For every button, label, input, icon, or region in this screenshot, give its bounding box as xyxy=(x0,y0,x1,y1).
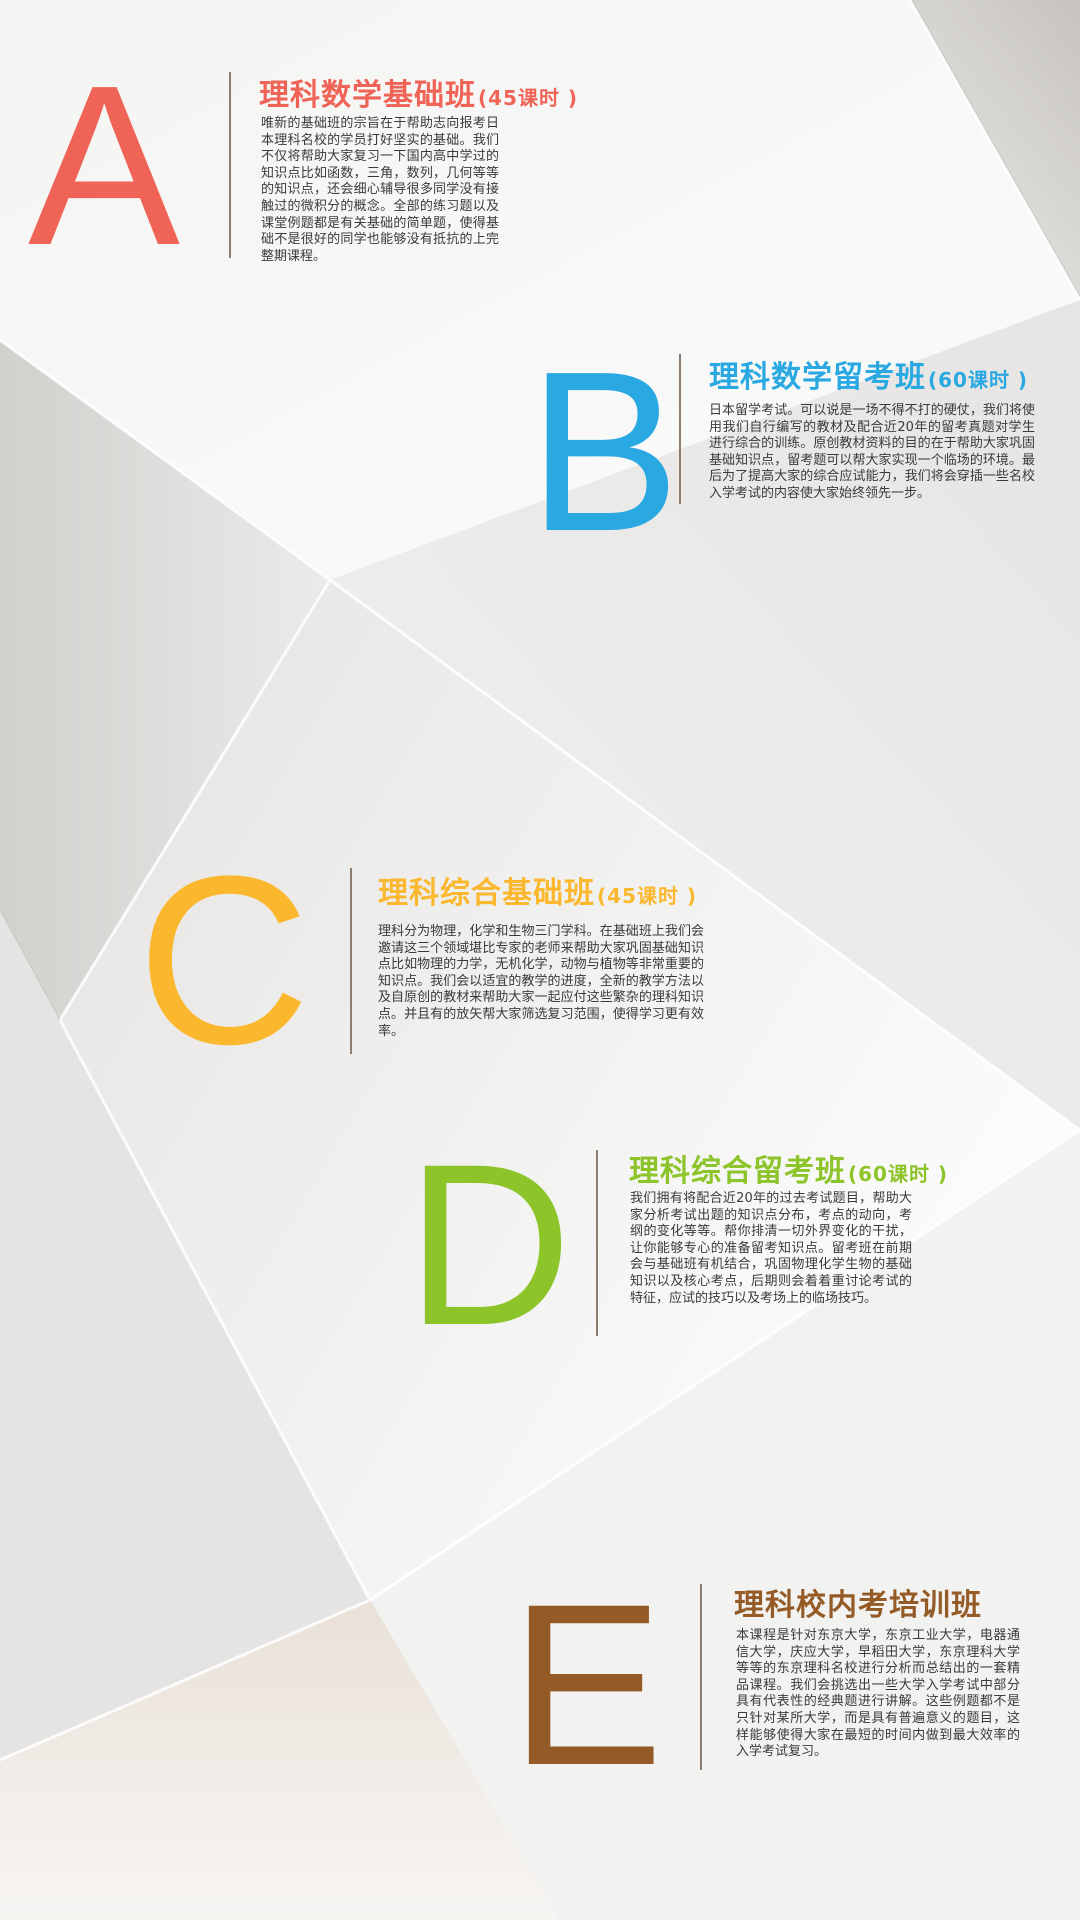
course-e-title: 理科校内考培训班 xyxy=(734,1580,984,1624)
course-e-title-text: 理科校内考培训班 xyxy=(734,1588,982,1623)
course-e-divider xyxy=(700,1584,702,1770)
course-a-description: 唯新的基础班的宗旨在于帮助志向报考日本理科名校的学员打好坚实的基础。我们不仅将帮… xyxy=(261,116,499,264)
course-d-title: 理科综合留考班 (60课时 ) xyxy=(629,1146,948,1190)
course-d-divider xyxy=(596,1150,598,1336)
course-c-divider xyxy=(350,868,352,1054)
course-b-letter: B xyxy=(528,325,681,579)
course-a-divider xyxy=(229,72,231,258)
course-e-description: 本课程是针对东京大学，东京工业大学，电器通信大学，庆应大学，早稻田大学，东京理科… xyxy=(736,1628,1020,1760)
course-a-hours: (45课时 ) xyxy=(478,86,579,110)
course-a-title-text: 理科数学基础班 xyxy=(259,78,476,113)
course-b-divider xyxy=(679,354,681,504)
course-c-description: 理科分为物理，化学和生物三门学科。在基础班上我们会邀请这三个领域堪比专家的老师来… xyxy=(378,924,704,1039)
course-b-title: 理科数学留考班 (60课时 ) xyxy=(709,352,1028,396)
course-d-description: 我们拥有将配合近20年的过去考试题目，帮助大家分析考试出题的知识点分布，考点的动… xyxy=(630,1191,912,1306)
course-c-letter: C xyxy=(137,826,311,1094)
course-d-hours: (60课时 ) xyxy=(848,1162,949,1186)
course-d-letter: D xyxy=(406,1116,573,1373)
course-c-title: 理科综合基础班 (45课时 ) xyxy=(378,868,697,912)
course-c-title-text: 理科综合基础班 xyxy=(378,876,595,911)
course-b-title-text: 理科数学留考班 xyxy=(709,360,926,395)
course-b-hours: (60课时 ) xyxy=(928,368,1029,392)
course-c-hours: (45课时 ) xyxy=(597,884,698,908)
course-d-title-text: 理科综合留考班 xyxy=(629,1154,846,1189)
course-b-description: 日本留学考试。可以说是一场不得不打的硬仗，我们将使用我们自行编写的教材及配合近2… xyxy=(709,403,1035,501)
course-e-letter: E xyxy=(510,1556,664,1813)
course-a-title: 理科数学基础班 (45课时 ) xyxy=(259,70,578,114)
course-a-letter: A xyxy=(28,39,181,293)
